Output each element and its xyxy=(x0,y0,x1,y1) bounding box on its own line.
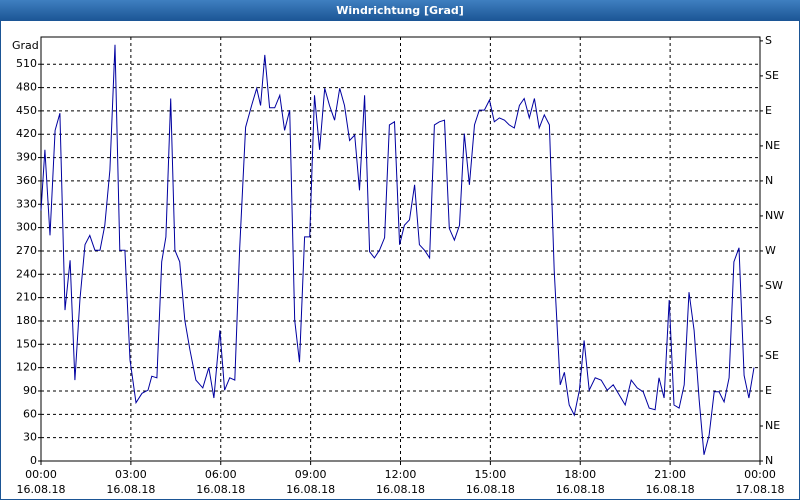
y-tick-label: 240 xyxy=(16,267,37,280)
y2-tick-label: S xyxy=(765,34,772,47)
x-tick-date: 16.08.18 xyxy=(106,483,155,496)
y-tick-label: 450 xyxy=(16,104,37,117)
x-tick-date: 16.08.18 xyxy=(17,483,66,496)
y-axis-label: Grad xyxy=(12,39,39,52)
y-tick-label: 150 xyxy=(16,337,37,350)
y2-tick-label: NE xyxy=(765,419,780,432)
x-tick-date: 16.08.18 xyxy=(376,483,425,496)
x-tick-label: 00:00 xyxy=(25,468,57,481)
y-tick-label: 360 xyxy=(16,174,37,187)
x-tick-label: 21:00 xyxy=(654,468,686,481)
y2-tick-label: E xyxy=(765,384,772,397)
x-tick-label: 18:00 xyxy=(564,468,596,481)
y2-tick-label: SW xyxy=(765,279,783,292)
data-line xyxy=(40,44,755,455)
x-tick-date: 17.08.18 xyxy=(736,483,785,496)
y-tick-label: 390 xyxy=(16,151,37,164)
x-tick-date: 16.08.18 xyxy=(556,483,605,496)
y2-tick-label: E xyxy=(765,104,772,117)
y-tick-label: 120 xyxy=(16,361,37,374)
y2-tick-label: SE xyxy=(765,69,779,82)
y-tick-label: 90 xyxy=(23,384,37,397)
y-tick-label: 210 xyxy=(16,291,37,304)
chart-title: Windrichtung [Grad] xyxy=(336,4,464,17)
y-tick-label: 480 xyxy=(16,81,37,94)
y-tick-label: 420 xyxy=(16,127,37,140)
y-tick-label: 0 xyxy=(30,454,37,467)
y-tick-label: 180 xyxy=(16,314,37,327)
y-tick-label: 270 xyxy=(16,244,37,257)
x-tick-label: 09:00 xyxy=(295,468,327,481)
y2-tick-label: NE xyxy=(765,139,780,152)
y-tick-label: 330 xyxy=(16,197,37,210)
y2-tick-label: W xyxy=(765,244,776,257)
y2-tick-label: NW xyxy=(765,209,784,222)
x-tick-date: 16.08.18 xyxy=(286,483,335,496)
y-tick-label: 30 xyxy=(23,431,37,444)
y2-tick-label: N xyxy=(765,454,773,467)
title-bar xyxy=(0,0,800,21)
x-tick-label: 15:00 xyxy=(475,468,507,481)
x-tick-date: 16.08.18 xyxy=(196,483,245,496)
x-tick-date: 16.08.18 xyxy=(646,483,695,496)
y-tick-label: 60 xyxy=(23,407,37,420)
x-tick-label: 12:00 xyxy=(385,468,417,481)
y-tick-label: 300 xyxy=(16,221,37,234)
y2-tick-label: N xyxy=(765,174,773,187)
x-tick-date: 16.08.18 xyxy=(466,483,515,496)
y-tick-label: 510 xyxy=(16,57,37,70)
y2-tick-label: SE xyxy=(765,349,779,362)
y2-tick-label: S xyxy=(765,314,772,327)
x-tick-label: 03:00 xyxy=(115,468,147,481)
x-tick-label: 00:00 xyxy=(744,468,776,481)
x-tick-label: 06:00 xyxy=(205,468,237,481)
